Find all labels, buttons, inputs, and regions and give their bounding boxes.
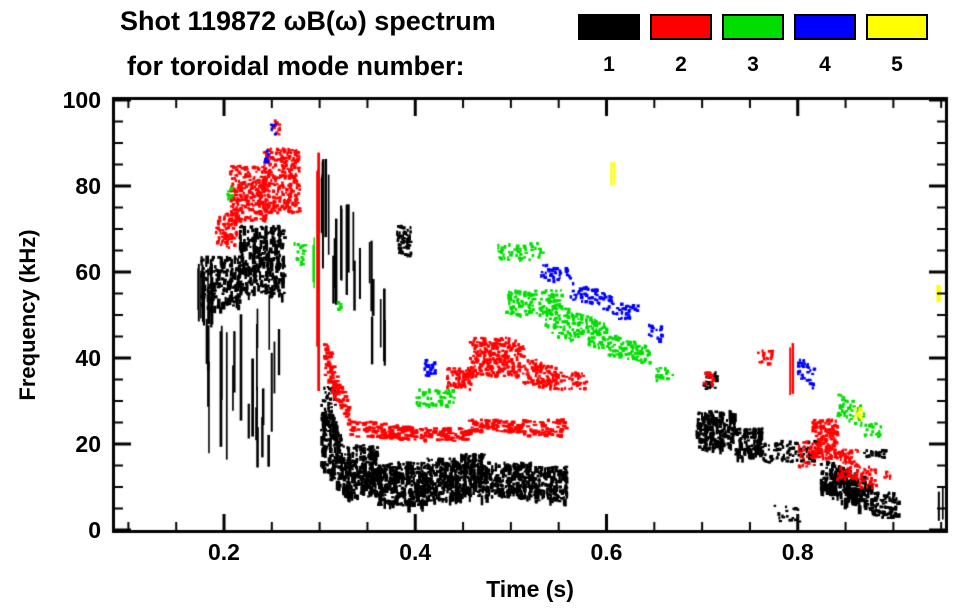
mode-2-label: 2 [675, 53, 687, 76]
mode-legend: 1 2 3 4 5 [578, 14, 928, 77]
y-tick-label: 60 [75, 259, 101, 285]
x-tick-label: 0.6 [590, 539, 623, 565]
mode-2-swatch [650, 14, 712, 40]
mode-4-swatch [794, 14, 856, 40]
mode-1-swatch [578, 14, 640, 40]
mode-4-label: 4 [819, 53, 831, 76]
mode-3-swatch [722, 14, 784, 40]
y-tick-label: 0 [88, 517, 101, 543]
figure-subtitle: for toroidal mode number: [127, 51, 465, 81]
mode-1-label: 1 [603, 53, 615, 76]
legend-item-mode-4: 4 [794, 14, 856, 77]
y-tick-label: 80 [75, 173, 101, 199]
x-tick-label: 0.8 [781, 539, 814, 565]
x-tick-label: 0.4 [399, 539, 432, 565]
y-axis-label: Frequency (kHz) [15, 229, 40, 401]
figure-title: Shot 119872 ωB(ω) spectrum [120, 6, 496, 36]
legend-item-mode-5: 5 [866, 14, 928, 77]
y-tick-label: 40 [75, 345, 101, 371]
y-tick-label: 20 [75, 431, 101, 457]
y-tick-label: 100 [62, 87, 101, 113]
legend-item-mode-3: 3 [722, 14, 784, 77]
mode-3-label: 3 [747, 53, 759, 76]
legend-item-mode-1: 1 [578, 14, 640, 77]
x-axis-label: Time (s) [486, 576, 574, 602]
legend-item-mode-2: 2 [650, 14, 712, 77]
mode-5-label: 5 [891, 53, 903, 76]
mode-5-swatch [866, 14, 928, 40]
x-tick-label: 0.2 [208, 539, 240, 565]
